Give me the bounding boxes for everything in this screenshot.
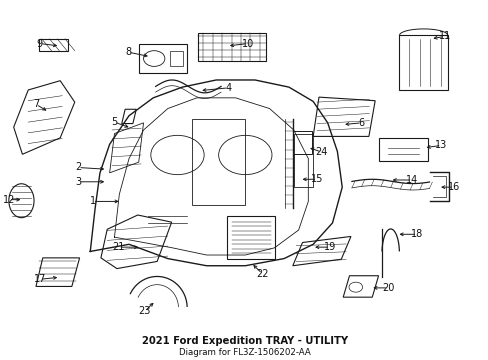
- Text: 4: 4: [225, 83, 231, 93]
- Text: 17: 17: [34, 274, 46, 284]
- Text: 15: 15: [310, 174, 323, 184]
- Text: 22: 22: [256, 269, 268, 279]
- Text: 1: 1: [89, 197, 96, 206]
- Text: 8: 8: [125, 47, 131, 57]
- Text: 14: 14: [406, 175, 418, 185]
- Text: 16: 16: [447, 182, 459, 192]
- Text: 9: 9: [37, 39, 43, 49]
- Text: 24: 24: [315, 147, 327, 157]
- Text: 21: 21: [112, 242, 124, 252]
- Text: 11: 11: [438, 31, 450, 41]
- Text: 7: 7: [33, 99, 39, 109]
- Text: 12: 12: [2, 195, 15, 204]
- Text: 2021 Ford Expedition TRAY - UTILITY: 2021 Ford Expedition TRAY - UTILITY: [142, 337, 347, 346]
- Text: Diagram for FL3Z-1506202-AA: Diagram for FL3Z-1506202-AA: [179, 348, 310, 357]
- Text: 18: 18: [410, 229, 423, 239]
- Text: 6: 6: [358, 118, 364, 128]
- Text: 23: 23: [138, 306, 150, 316]
- Text: 20: 20: [381, 283, 394, 293]
- Text: 3: 3: [75, 177, 81, 187]
- Text: 13: 13: [434, 140, 447, 150]
- Text: 5: 5: [111, 117, 118, 127]
- Text: 10: 10: [241, 39, 253, 49]
- Text: 2: 2: [75, 162, 81, 172]
- Text: 19: 19: [324, 242, 336, 252]
